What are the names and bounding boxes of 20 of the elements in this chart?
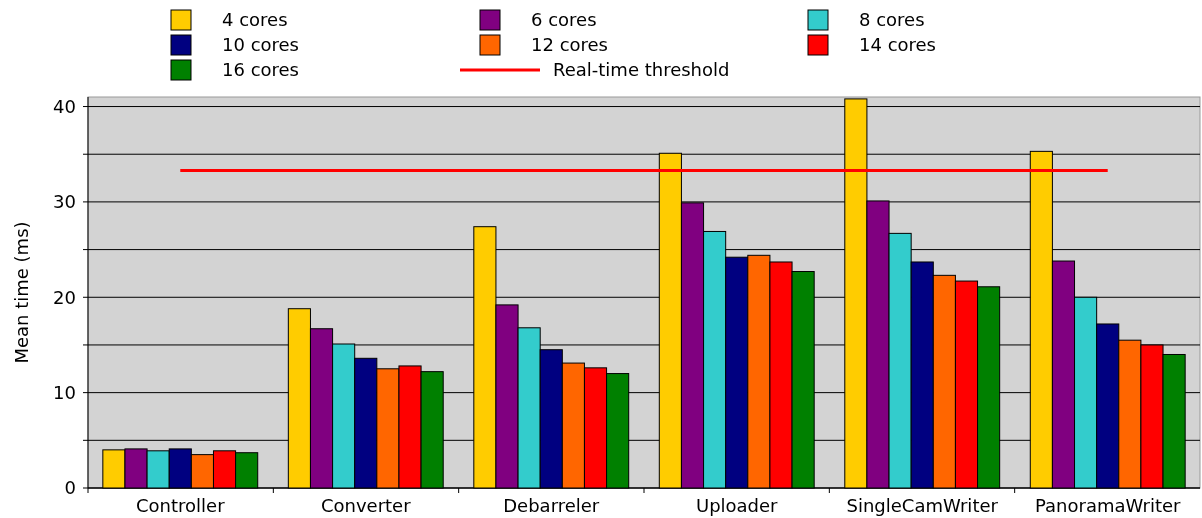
legend-label: 12 cores [531, 34, 608, 56]
x-tick-label: SingleCamWriter [846, 495, 999, 516]
y-tick-label: 10 [53, 381, 76, 403]
legend-label: 6 cores [531, 9, 597, 31]
x-tick-label: Converter [320, 495, 412, 516]
x-tick-label: Controller [136, 495, 226, 516]
y-tick-label: 40 [53, 95, 76, 117]
legend-label: 8 cores [859, 9, 925, 31]
x-tick-label: PanoramaWriter [1035, 495, 1182, 516]
legend-label: 14 cores [859, 34, 936, 56]
y-axis-title: Mean time (ms) [11, 221, 32, 364]
y-tick-label: 30 [53, 191, 76, 213]
legend-label: Real-time threshold [553, 59, 730, 81]
legend-label: 4 cores [222, 9, 288, 31]
y-tick-label: 0 [64, 477, 76, 499]
legend-label: 16 cores [222, 59, 299, 81]
x-tick-label: Debarreler [503, 495, 600, 516]
legend-label: 10 cores [222, 34, 299, 56]
y-tick-label: 20 [53, 286, 76, 308]
x-tick-label: Uploader [695, 495, 779, 516]
